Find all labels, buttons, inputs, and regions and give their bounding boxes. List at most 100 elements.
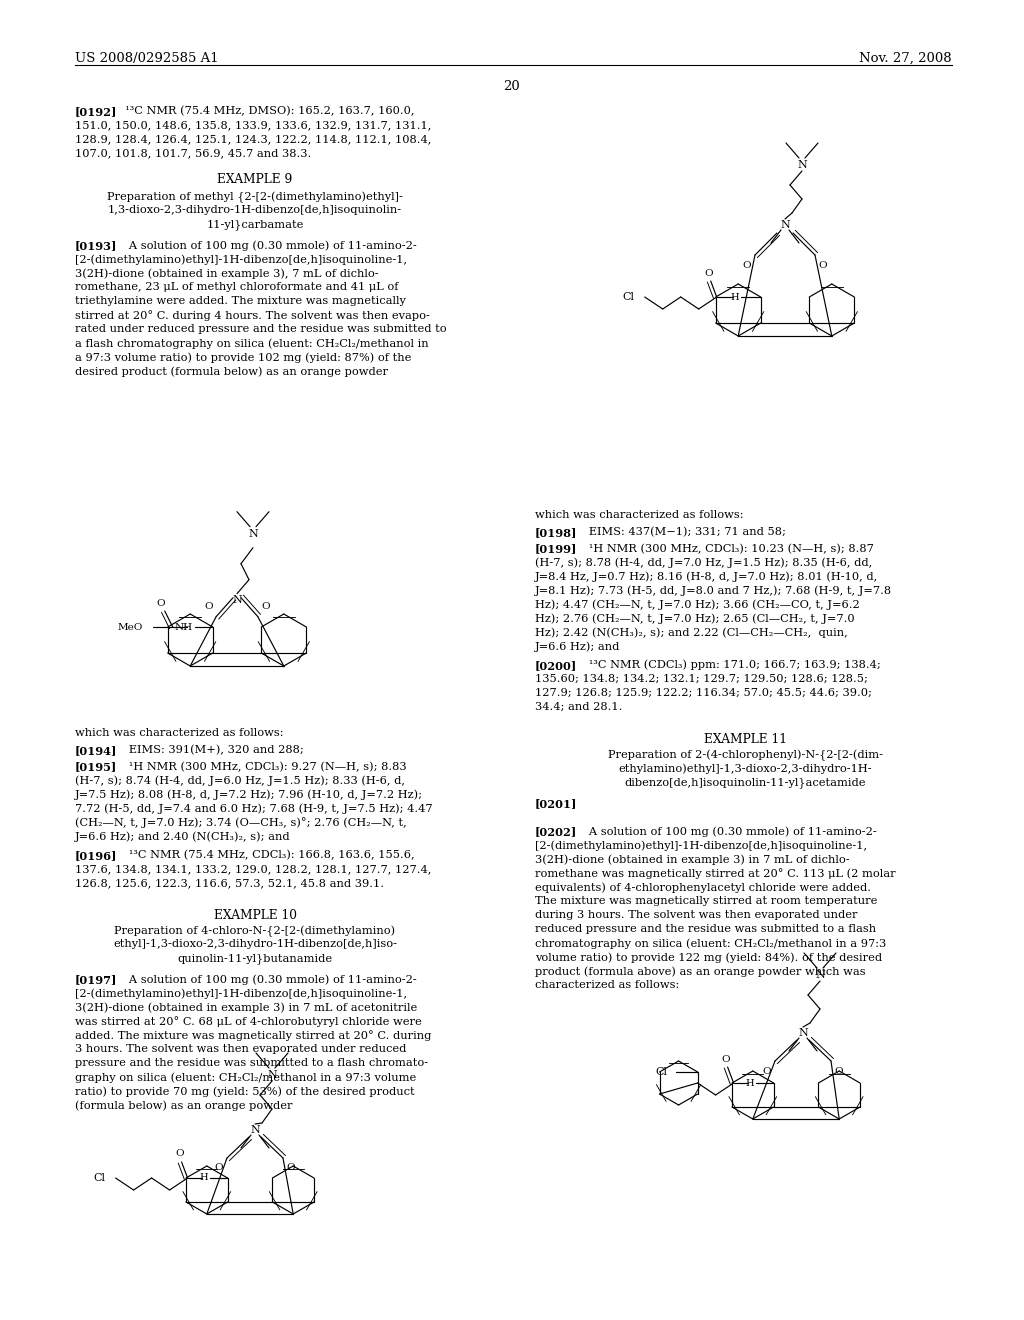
Text: romethane was magnetically stirred at 20° C. 113 μL (2 molar: romethane was magnetically stirred at 20… — [535, 869, 896, 879]
Text: J=6.6 Hz); and: J=6.6 Hz); and — [535, 642, 621, 652]
Text: O: O — [157, 598, 165, 607]
Text: O: O — [763, 1067, 771, 1076]
Text: dibenzo[de,h]isoquinolin-11-yl}acetamide: dibenzo[de,h]isoquinolin-11-yl}acetamide — [625, 777, 865, 788]
Text: Hz); 2.42 (N(CH₃)₂, s); and 2.22 (Cl—CH₂—CH₂,  quin,: Hz); 2.42 (N(CH₃)₂, s); and 2.22 (Cl—CH₂… — [535, 627, 848, 638]
Text: characterized as follows:: characterized as follows: — [535, 981, 679, 990]
Text: 3(2H)-dione (obtained in example 3) in 7 mL of acetonitrile: 3(2H)-dione (obtained in example 3) in 7… — [75, 1002, 417, 1012]
Text: J=8.4 Hz, J=0.7 Hz); 8.16 (H-8, d, J=7.0 Hz); 8.01 (H-10, d,: J=8.4 Hz, J=0.7 Hz); 8.16 (H-8, d, J=7.0… — [535, 572, 879, 582]
Text: (H-7, s); 8.78 (H-4, dd, J=7.0 Hz, J=1.5 Hz); 8.35 (H-6, dd,: (H-7, s); 8.78 (H-4, dd, J=7.0 Hz, J=1.5… — [535, 557, 872, 568]
Text: chromatography on silica (eluent: CH₂Cl₂/methanol in a 97:3: chromatography on silica (eluent: CH₂Cl₂… — [535, 939, 886, 949]
Text: Cl: Cl — [655, 1067, 668, 1077]
Text: ethylamino)ethyl]-1,3-dioxo-2,3-dihydro-1H-: ethylamino)ethyl]-1,3-dioxo-2,3-dihydro-… — [618, 763, 871, 774]
Text: added. The mixture was magnetically stirred at 20° C. during: added. The mixture was magnetically stir… — [75, 1031, 431, 1041]
Text: NH: NH — [174, 623, 193, 631]
Text: N: N — [798, 1028, 808, 1038]
Text: A solution of 100 mg (0.30 mmole) of 11-amino-2-: A solution of 100 mg (0.30 mmole) of 11-… — [118, 240, 417, 251]
Text: [0200]: [0200] — [535, 660, 578, 671]
Text: O: O — [215, 1163, 223, 1172]
Text: A solution of 100 mg (0.30 mmole) of 11-amino-2-: A solution of 100 mg (0.30 mmole) of 11-… — [578, 826, 877, 837]
Text: [0195]: [0195] — [75, 762, 118, 772]
Text: ratio) to provide 70 mg (yield: 53%) of the desired product: ratio) to provide 70 mg (yield: 53%) of … — [75, 1086, 415, 1097]
Text: EXAMPLE 10: EXAMPLE 10 — [213, 908, 297, 921]
Text: [0196]: [0196] — [75, 850, 118, 861]
Text: N: N — [248, 529, 258, 539]
Text: desired product (formula below) as an orange powder: desired product (formula below) as an or… — [75, 367, 388, 378]
Text: (formula below) as an orange powder: (formula below) as an orange powder — [75, 1101, 293, 1111]
Text: ¹³C NMR (75.4 MHz, DMSO): 165.2, 163.7, 160.0,: ¹³C NMR (75.4 MHz, DMSO): 165.2, 163.7, … — [118, 106, 415, 116]
Text: [0197]: [0197] — [75, 974, 118, 986]
Text: N: N — [815, 970, 825, 979]
Text: 135.60; 134.8; 134.2; 132.1; 129.7; 129.50; 128.6; 128.5;: 135.60; 134.8; 134.2; 132.1; 129.7; 129.… — [535, 673, 868, 684]
Text: [2-(dimethylamino)ethyl]-1H-dibenzo[de,h]isoquinoline-1,: [2-(dimethylamino)ethyl]-1H-dibenzo[de,h… — [75, 989, 408, 999]
Text: [0194]: [0194] — [75, 744, 118, 756]
Text: Hz); 4.47 (CH₂—N, t, J=7.0 Hz); 3.66 (CH₂—CO, t, J=6.2: Hz); 4.47 (CH₂—N, t, J=7.0 Hz); 3.66 (CH… — [535, 599, 860, 610]
Text: during 3 hours. The solvent was then evaporated under: during 3 hours. The solvent was then eva… — [535, 911, 857, 920]
Text: N: N — [250, 1125, 260, 1135]
Text: [2-(dimethylamino)ethyl]-1H-dibenzo[de,h]isoquinoline-1,: [2-(dimethylamino)ethyl]-1H-dibenzo[de,h… — [535, 841, 867, 851]
Text: ¹³C NMR (CDCl₃) ppm: 171.0; 166.7; 163.9; 138.4;: ¹³C NMR (CDCl₃) ppm: 171.0; 166.7; 163.9… — [578, 660, 881, 671]
Text: volume ratio) to provide 122 mg (yield: 84%). of the desired: volume ratio) to provide 122 mg (yield: … — [535, 953, 882, 964]
Text: Hz); 2.76 (CH₂—N, t, J=7.0 Hz); 2.65 (Cl—CH₂, t, J=7.0: Hz); 2.76 (CH₂—N, t, J=7.0 Hz); 2.65 (Cl… — [535, 614, 855, 624]
Text: O: O — [835, 1067, 844, 1076]
Text: EXAMPLE 11: EXAMPLE 11 — [703, 733, 786, 746]
Text: N: N — [780, 220, 790, 230]
Text: was stirred at 20° C. 68 μL of 4-chlorobutyryl chloride were: was stirred at 20° C. 68 μL of 4-chlorob… — [75, 1016, 422, 1027]
Text: 34.4; and 28.1.: 34.4; and 28.1. — [535, 702, 623, 711]
Text: MeO: MeO — [118, 623, 142, 631]
Text: H: H — [199, 1173, 208, 1183]
Text: [0199]: [0199] — [535, 544, 578, 554]
Text: 3 hours. The solvent was then evaporated under reduced: 3 hours. The solvent was then evaporated… — [75, 1044, 407, 1055]
Text: Preparation of methyl {2-[2-(dimethylamino)ethyl]-: Preparation of methyl {2-[2-(dimethylami… — [108, 191, 402, 203]
Text: (CH₂—N, t, J=7.0 Hz); 3.74 (O—CH₃, s)°; 2.76 (CH₂—N, t,: (CH₂—N, t, J=7.0 Hz); 3.74 (O—CH₃, s)°; … — [75, 817, 407, 829]
Text: Cl: Cl — [93, 1173, 105, 1183]
Text: ¹H NMR (300 MHz, CDCl₃): 9.27 (N—H, s); 8.83: ¹H NMR (300 MHz, CDCl₃): 9.27 (N—H, s); … — [118, 762, 407, 772]
Text: which was characterized as follows:: which was characterized as follows: — [535, 510, 743, 520]
Text: (H-7, s); 8.74 (H-4, dd, J=6.0 Hz, J=1.5 Hz); 8.33 (H-6, d,: (H-7, s); 8.74 (H-4, dd, J=6.0 Hz, J=1.5… — [75, 776, 406, 787]
Text: [2-(dimethylamino)ethyl]-1H-dibenzo[de,h]isoquinoline-1,: [2-(dimethylamino)ethyl]-1H-dibenzo[de,h… — [75, 255, 408, 265]
Text: EIMS: 391(M+), 320 and 288;: EIMS: 391(M+), 320 and 288; — [118, 744, 304, 755]
Text: [0198]: [0198] — [535, 527, 578, 537]
Text: ethyl]-1,3-dioxo-2,3-dihydro-1H-dibenzo[de,h]iso-: ethyl]-1,3-dioxo-2,3-dihydro-1H-dibenzo[… — [113, 940, 397, 949]
Text: reduced pressure and the residue was submitted to a flash: reduced pressure and the residue was sub… — [535, 924, 877, 935]
Text: 137.6, 134.8, 134.1, 133.2, 129.0, 128.2, 128.1, 127.7, 127.4,: 137.6, 134.8, 134.1, 133.2, 129.0, 128.2… — [75, 863, 431, 874]
Text: a 97:3 volume ratio) to provide 102 mg (yield: 87%) of the: a 97:3 volume ratio) to provide 102 mg (… — [75, 352, 412, 363]
Text: N: N — [232, 595, 242, 605]
Text: N: N — [267, 1071, 276, 1080]
Text: US 2008/0292585 A1: US 2008/0292585 A1 — [75, 51, 219, 65]
Text: a flash chromatography on silica (eluent: CH₂Cl₂/methanol in: a flash chromatography on silica (eluent… — [75, 338, 429, 348]
Text: stirred at 20° C. during 4 hours. The solvent was then evapo-: stirred at 20° C. during 4 hours. The so… — [75, 310, 430, 321]
Text: J=8.1 Hz); 7.73 (H-5, dd, J=8.0 and 7 Hz,); 7.68 (H-9, t, J=7.8: J=8.1 Hz); 7.73 (H-5, dd, J=8.0 and 7 Hz… — [535, 586, 892, 597]
Text: 11-yl}carbamate: 11-yl}carbamate — [206, 219, 304, 230]
Text: 126.8, 125.6, 122.3, 116.6, 57.3, 52.1, 45.8 and 39.1.: 126.8, 125.6, 122.3, 116.6, 57.3, 52.1, … — [75, 878, 384, 888]
Text: EXAMPLE 9: EXAMPLE 9 — [217, 173, 293, 186]
Text: Preparation of 4-chloro-N-{2-[2-(dimethylamino): Preparation of 4-chloro-N-{2-[2-(dimethy… — [115, 925, 395, 937]
Text: O: O — [261, 602, 270, 611]
Text: The mixture was magnetically stirred at room temperature: The mixture was magnetically stirred at … — [535, 896, 878, 907]
Text: quinolin-11-yl}butanamide: quinolin-11-yl}butanamide — [177, 953, 333, 964]
Text: O: O — [705, 268, 713, 277]
Text: 107.0, 101.8, 101.7, 56.9, 45.7 and 38.3.: 107.0, 101.8, 101.7, 56.9, 45.7 and 38.3… — [75, 148, 311, 158]
Text: [0193]: [0193] — [75, 240, 118, 251]
Text: O: O — [204, 602, 213, 611]
Text: graphy on silica (eluent: CH₂Cl₂/methanol in a 97:3 volume: graphy on silica (eluent: CH₂Cl₂/methano… — [75, 1072, 416, 1082]
Text: 3(2H)-dione (obtained in example 3), 7 mL of dichlo-: 3(2H)-dione (obtained in example 3), 7 m… — [75, 268, 379, 279]
Text: O: O — [175, 1150, 184, 1159]
Text: romethane, 23 μL of methyl chloroformate and 41 μL of: romethane, 23 μL of methyl chloroformate… — [75, 282, 398, 293]
Text: 127.9; 126.8; 125.9; 122.2; 116.34; 57.0; 45.5; 44.6; 39.0;: 127.9; 126.8; 125.9; 122.2; 116.34; 57.0… — [535, 688, 871, 698]
Text: equivalents) of 4-chlorophenylacetyl chloride were added.: equivalents) of 4-chlorophenylacetyl chl… — [535, 882, 871, 892]
Text: J=7.5 Hz); 8.08 (H-8, d, J=7.2 Hz); 7.96 (H-10, d, J=7.2 Hz);: J=7.5 Hz); 8.08 (H-8, d, J=7.2 Hz); 7.96… — [75, 789, 423, 800]
Text: A solution of 100 mg (0.30 mmole) of 11-amino-2-: A solution of 100 mg (0.30 mmole) of 11-… — [118, 974, 417, 985]
Text: which was characterized as follows:: which was characterized as follows: — [75, 729, 284, 738]
Text: EIMS: 437(M−1); 331; 71 and 58;: EIMS: 437(M−1); 331; 71 and 58; — [578, 527, 785, 537]
Text: H: H — [730, 293, 738, 301]
Text: 151.0, 150.0, 148.6, 135.8, 133.9, 133.6, 132.9, 131.7, 131.1,: 151.0, 150.0, 148.6, 135.8, 133.9, 133.6… — [75, 120, 431, 129]
Text: ¹³C NMR (75.4 MHz, CDCl₃): 166.8, 163.6, 155.6,: ¹³C NMR (75.4 MHz, CDCl₃): 166.8, 163.6,… — [118, 850, 415, 861]
Text: O: O — [742, 260, 752, 269]
Text: rated under reduced pressure and the residue was submitted to: rated under reduced pressure and the res… — [75, 325, 446, 334]
Text: Nov. 27, 2008: Nov. 27, 2008 — [859, 51, 952, 65]
Text: Preparation of 2-(4-chlorophenyl)-N-{2-[2-(dim-: Preparation of 2-(4-chlorophenyl)-N-{2-[… — [607, 750, 883, 760]
Text: [0192]: [0192] — [75, 106, 118, 117]
Text: ¹H NMR (300 MHz, CDCl₃): 10.23 (N—H, s); 8.87: ¹H NMR (300 MHz, CDCl₃): 10.23 (N—H, s);… — [578, 544, 873, 554]
Text: 128.9, 128.4, 126.4, 125.1, 124.3, 122.2, 114.8, 112.1, 108.4,: 128.9, 128.4, 126.4, 125.1, 124.3, 122.2… — [75, 135, 431, 144]
Text: triethylamine were added. The mixture was magnetically: triethylamine were added. The mixture wa… — [75, 297, 406, 306]
